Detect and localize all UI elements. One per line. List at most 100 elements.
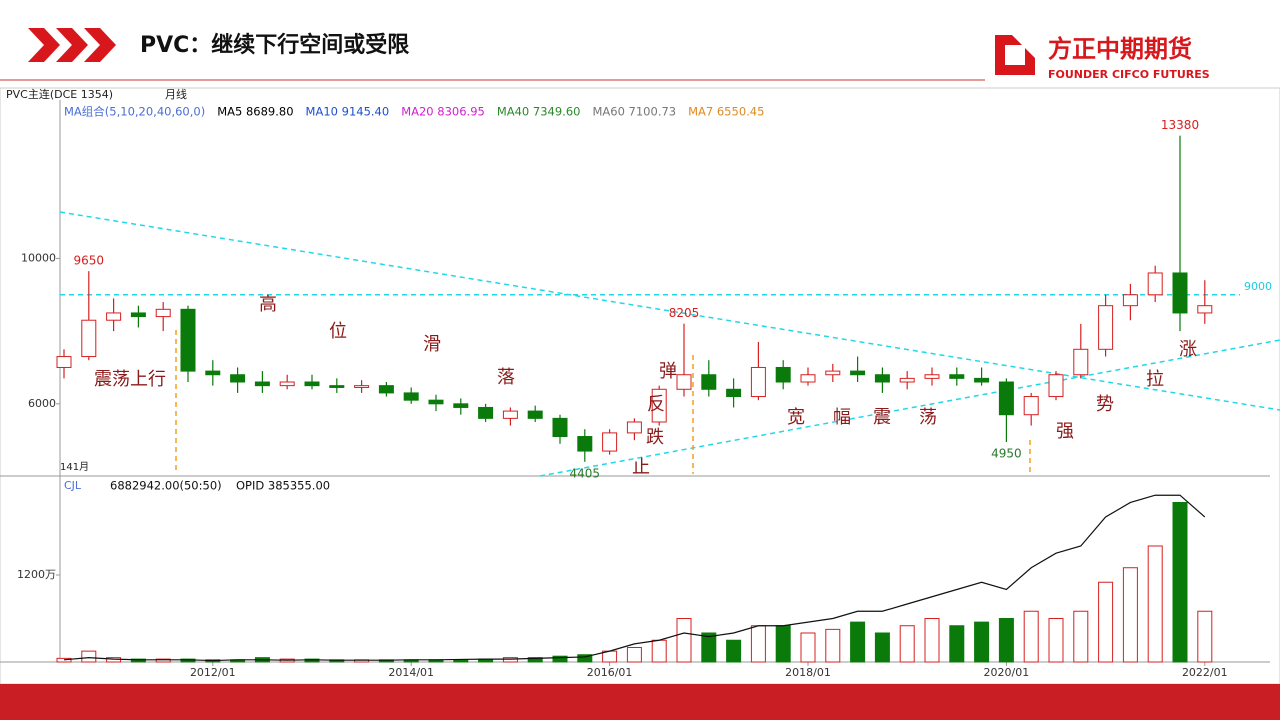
candle-body bbox=[428, 399, 444, 405]
volume-bar bbox=[676, 617, 692, 663]
candle-body bbox=[453, 403, 469, 408]
candle-body bbox=[825, 370, 841, 376]
annotation: 势 bbox=[1096, 394, 1114, 415]
candle-body bbox=[651, 388, 667, 423]
candle-body bbox=[130, 312, 146, 318]
candle-body bbox=[874, 374, 890, 383]
symbol[interactable]: PVC主连(DCE 1354) bbox=[6, 88, 113, 101]
candle-body bbox=[1122, 294, 1138, 307]
candle-body bbox=[924, 374, 940, 379]
candle-body bbox=[1197, 305, 1213, 314]
volume-bar bbox=[899, 625, 915, 663]
volume-bar bbox=[1048, 617, 1064, 663]
candle-body bbox=[602, 432, 618, 452]
volume-bar bbox=[453, 659, 469, 663]
footer-band bbox=[0, 684, 1280, 720]
annotation: 滑 bbox=[423, 334, 441, 355]
candle-body bbox=[304, 381, 320, 387]
x-tick-label: 2022/01 bbox=[1182, 666, 1228, 679]
annotation: 跌 bbox=[646, 427, 664, 448]
chart-frame bbox=[0, 87, 1280, 685]
oi-text: OPID 385355.00 bbox=[236, 479, 330, 493]
x-tick-label: 2018/01 bbox=[785, 666, 831, 679]
volume-bar bbox=[850, 621, 866, 663]
ma-legend: MA7 6550.45 bbox=[688, 105, 764, 119]
volume-bar bbox=[949, 625, 965, 663]
volume-label: CJL bbox=[64, 479, 82, 492]
candle-body bbox=[205, 370, 221, 376]
volume-bar bbox=[502, 657, 518, 663]
price-label: 4405 bbox=[570, 466, 601, 480]
volume-bar bbox=[304, 658, 320, 663]
volume-bar bbox=[924, 617, 940, 663]
annotation: 强 bbox=[1056, 421, 1074, 442]
annotation: 高 bbox=[259, 294, 277, 315]
logo-cn: 方正中期期货 bbox=[1048, 35, 1192, 63]
slide-title: PVC：继续下行空间或受限 bbox=[140, 32, 409, 58]
oi-line bbox=[63, 494, 1206, 662]
ma-legend: MA40 7349.60 bbox=[497, 105, 581, 119]
candle-body bbox=[998, 381, 1014, 416]
ma-legend: MA组合(5,10,20,40,60,0) bbox=[64, 105, 205, 119]
candle-body bbox=[800, 374, 816, 383]
volume-bar bbox=[155, 658, 171, 663]
chevrons bbox=[28, 28, 116, 62]
ma-legend: MA20 8306.95 bbox=[401, 105, 485, 119]
event-lines bbox=[175, 330, 1031, 474]
candle-body bbox=[1023, 396, 1039, 416]
volume-bar bbox=[874, 632, 890, 663]
volume-bar bbox=[1023, 610, 1039, 663]
candle-body bbox=[1098, 305, 1114, 350]
bar-count: 141月 bbox=[60, 461, 89, 473]
volume-bar bbox=[974, 621, 990, 663]
candle-body bbox=[230, 374, 246, 383]
annotation: 幅 bbox=[833, 407, 851, 428]
annotation: 涨 bbox=[1179, 339, 1197, 360]
candle-body bbox=[378, 385, 394, 394]
candle-body bbox=[155, 308, 171, 318]
volume-bar bbox=[81, 650, 97, 663]
logo-icon bbox=[995, 35, 1035, 75]
candle-body bbox=[354, 385, 370, 388]
volume-bar bbox=[577, 654, 593, 663]
volume-bar bbox=[1172, 501, 1188, 663]
annotation: 止 bbox=[632, 457, 650, 478]
candle-body bbox=[949, 374, 965, 379]
annotation: 反 bbox=[647, 394, 665, 415]
volume-bar bbox=[552, 655, 568, 663]
volume-bar bbox=[130, 658, 146, 663]
volume-bar bbox=[726, 639, 742, 663]
candle-body bbox=[726, 388, 742, 398]
volume-bar bbox=[825, 628, 841, 663]
candle-body bbox=[502, 410, 518, 419]
trend-lines bbox=[59, 211, 1280, 477]
candle-body bbox=[81, 319, 97, 358]
candle-body bbox=[850, 370, 866, 376]
annotation: 宽 bbox=[787, 407, 805, 428]
price-label: 13380 bbox=[1161, 118, 1199, 132]
period[interactable]: 月线 bbox=[165, 87, 187, 101]
volume-bar bbox=[626, 646, 642, 663]
volume-bar bbox=[1073, 610, 1089, 663]
ma-legend: MA10 9145.40 bbox=[306, 105, 390, 119]
candle-body bbox=[1073, 348, 1089, 376]
volume-text: 6882942.00(50:50) bbox=[110, 479, 222, 493]
candle-body bbox=[577, 436, 593, 452]
x-tick-label: 2014/01 bbox=[388, 666, 434, 679]
volume-bar bbox=[998, 617, 1014, 663]
price-label: 8205 bbox=[669, 306, 700, 320]
candle-body bbox=[701, 374, 717, 390]
annotation: 落 bbox=[497, 367, 515, 388]
candle-body bbox=[180, 308, 196, 372]
candle-body bbox=[254, 381, 270, 387]
y-tick-label: 6000 bbox=[28, 397, 56, 410]
candle-body bbox=[329, 385, 345, 388]
x-tick-label: 2020/01 bbox=[984, 666, 1030, 679]
annotation: 弹 bbox=[659, 361, 677, 382]
candle-body bbox=[106, 312, 122, 321]
candle-body bbox=[527, 410, 543, 419]
volume-bar bbox=[800, 632, 816, 663]
x-tick-label: 2012/01 bbox=[190, 666, 236, 679]
